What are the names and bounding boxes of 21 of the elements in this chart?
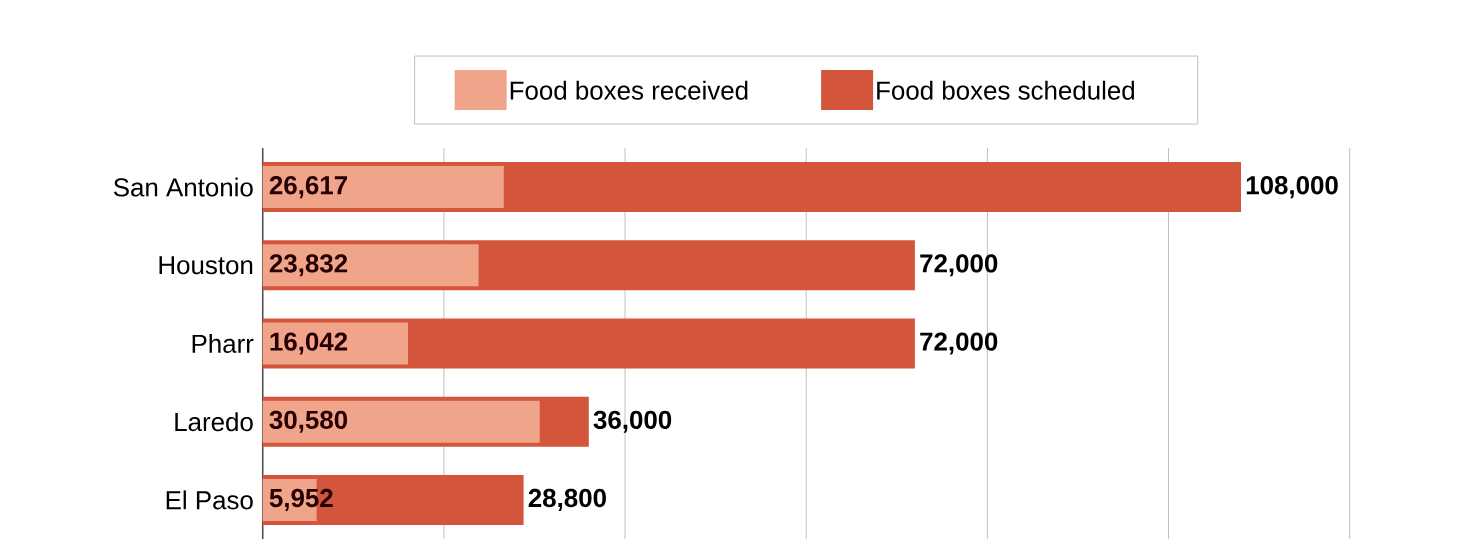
y-tick-label: San Antonio: [113, 177, 253, 197]
legend-label: Food boxes scheduled: [877, 80, 1135, 100]
bar: [262, 400, 540, 443]
data-label: 36,000: [593, 410, 672, 433]
y-tick-label: Houston: [159, 256, 253, 275]
bar: [262, 322, 409, 365]
data-label: 23,832: [269, 254, 348, 277]
data-label: 26,617: [269, 176, 347, 199]
bar: [262, 166, 504, 209]
bar: [262, 244, 479, 287]
y-tick-label: El Paso: [166, 490, 253, 510]
legend-label: Food boxes received: [510, 80, 748, 100]
data-label: 72,000: [920, 332, 998, 355]
data-label: 72,000: [920, 254, 998, 277]
data-label: 30,580: [269, 410, 348, 433]
data-label: 16,042: [270, 332, 348, 355]
data-label: 108,000: [1246, 176, 1338, 199]
y-tick-label: Laredo: [175, 412, 253, 432]
y-tick-label: Pharr: [192, 333, 254, 353]
data-label: 28,800: [528, 488, 606, 511]
data-label: 5,952: [269, 488, 333, 511]
